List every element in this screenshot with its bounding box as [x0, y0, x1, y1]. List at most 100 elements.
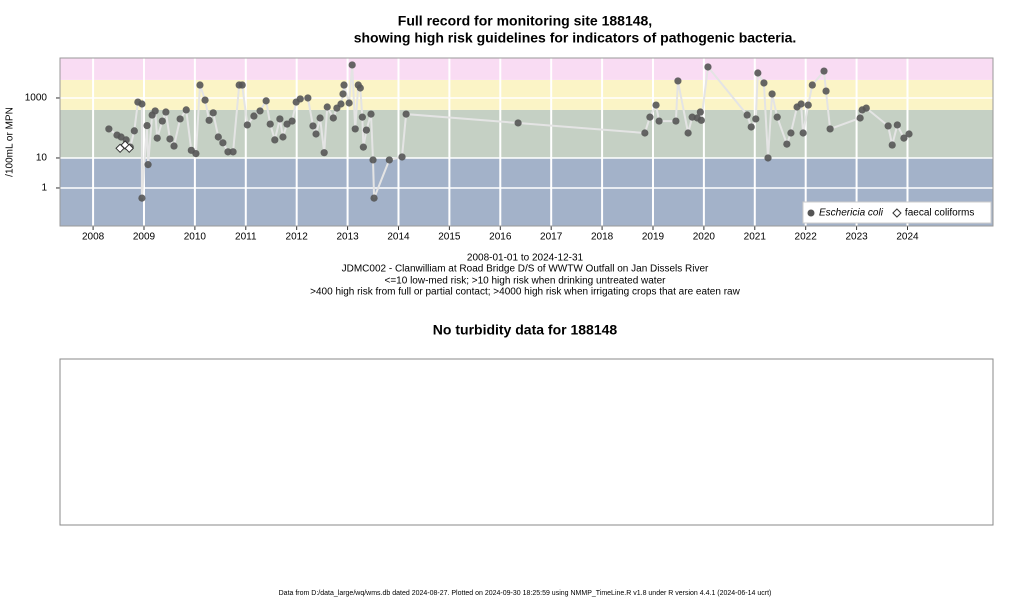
x-tick-label: 2019 [642, 232, 665, 243]
data-point [888, 141, 896, 149]
data-point [351, 125, 359, 133]
data-point [362, 126, 371, 134]
data-point [369, 156, 377, 164]
data-point [768, 90, 776, 98]
legend-marker [892, 208, 902, 218]
data-point [130, 127, 138, 135]
data-point [684, 129, 692, 137]
legend-marker [807, 209, 815, 217]
data-point [309, 122, 317, 130]
data-point [158, 117, 166, 125]
legend-label: Eschericia coli [819, 208, 884, 219]
data-point [773, 113, 781, 121]
data-point [804, 101, 812, 109]
data-point [214, 133, 222, 141]
data-point [279, 133, 287, 141]
x-tick-label: 2021 [744, 232, 767, 243]
note: 2008-01-01 to 2024-12-31 [467, 253, 584, 264]
data-point [271, 136, 279, 144]
data-point [345, 99, 353, 107]
data-point [398, 153, 406, 161]
data-point [799, 129, 807, 137]
series-line [108, 64, 910, 199]
data-point [743, 111, 751, 119]
data-point [358, 113, 366, 121]
data-point [124, 143, 134, 154]
x-tick-label: 2015 [438, 232, 461, 243]
data-point [316, 114, 324, 122]
data-point [862, 104, 870, 112]
data-point [820, 67, 828, 75]
data-point [196, 81, 204, 89]
data-point [900, 134, 908, 142]
data-point [288, 117, 296, 125]
data-point [219, 139, 227, 147]
data-point [696, 108, 704, 116]
data-point [348, 61, 356, 69]
panel-title: No turbidity data for 188148 [433, 322, 618, 338]
data-point [385, 156, 393, 164]
data-point [256, 107, 264, 115]
data-point [323, 103, 331, 111]
data-point [856, 114, 864, 122]
data-point [655, 117, 663, 125]
footer: Data from D:/data_large/wq/wms.db dated … [279, 590, 772, 597]
x-tick-label: 2018 [591, 232, 614, 243]
data-point [153, 134, 161, 142]
data-point [808, 81, 816, 89]
plot-frame [59, 57, 994, 227]
data-point [356, 84, 364, 92]
data-point [205, 116, 213, 124]
data-point [144, 161, 152, 169]
y-axis-label: /100mL or MPN [5, 107, 16, 177]
data-point [276, 115, 284, 123]
data-point [201, 96, 209, 104]
data-point [238, 81, 246, 89]
data-point [652, 101, 660, 109]
data-point [162, 108, 170, 116]
data-point [138, 194, 146, 202]
note: >400 high risk from full or partial cont… [310, 287, 740, 298]
data-point [787, 129, 795, 137]
data-point [166, 135, 174, 143]
data-point [822, 87, 830, 95]
risk-band [60, 109, 993, 158]
data-point [884, 122, 892, 130]
data-point [370, 194, 378, 202]
data-point [340, 81, 348, 89]
data-point [754, 69, 762, 77]
data-point [893, 121, 901, 129]
x-tick-label: 2010 [184, 232, 207, 243]
data-point [243, 121, 251, 129]
note: <=10 low-med risk; >10 high risk when dr… [385, 276, 667, 287]
data-point [367, 110, 375, 118]
risk-band [60, 79, 993, 110]
data-point [697, 116, 705, 124]
x-tick-label: 2012 [286, 232, 309, 243]
data-point [138, 100, 146, 108]
data-point [337, 100, 345, 108]
data-point [646, 113, 654, 121]
chart-subtitle: showing high risk guidelines for indicat… [354, 30, 797, 46]
data-point [764, 154, 772, 162]
x-tick-label: 2016 [489, 232, 512, 243]
data-point [151, 107, 159, 115]
data-point [320, 149, 328, 157]
data-point [783, 140, 791, 148]
data-point [329, 114, 337, 122]
data-point [752, 115, 760, 123]
data-point [143, 121, 151, 130]
data-point [250, 112, 258, 120]
data-point [262, 97, 270, 105]
data-point [224, 148, 232, 156]
x-tick-label: 2009 [133, 232, 156, 243]
y-tick-label: 1000 [25, 93, 48, 104]
x-tick-label: 2011 [235, 232, 257, 243]
empty-panel [59, 358, 994, 526]
data-point [192, 149, 200, 158]
x-tick-label: 2017 [540, 232, 563, 243]
x-tick-label: 2013 [336, 232, 359, 243]
x-tick-label: 2014 [387, 232, 410, 243]
x-tick-label: 2024 [896, 232, 919, 243]
